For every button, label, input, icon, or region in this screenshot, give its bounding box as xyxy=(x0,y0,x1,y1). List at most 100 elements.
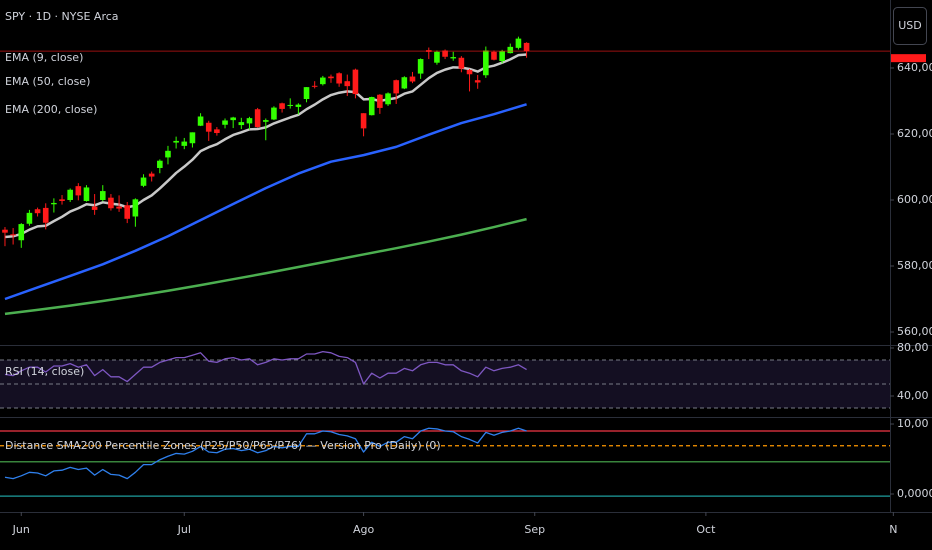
pane-title: SPY · 1D · NYSE Arca xyxy=(5,10,119,23)
candle-body xyxy=(450,57,457,59)
candle-body xyxy=(344,81,351,87)
candle-body xyxy=(59,199,65,201)
candle-body xyxy=(328,76,334,79)
candle-body xyxy=(295,104,302,107)
ema-line xyxy=(4,217,527,316)
candle-body xyxy=(368,97,375,116)
x-tick-label: Oct xyxy=(696,523,716,536)
x-tick-label: Jun xyxy=(12,523,30,536)
candle-body xyxy=(75,186,82,196)
candle-body xyxy=(474,80,481,83)
candle-body xyxy=(434,51,440,63)
rsi-pane xyxy=(0,350,890,409)
candle-body xyxy=(140,177,147,186)
candle-body xyxy=(320,77,326,85)
indicator-line xyxy=(4,350,527,385)
candle-body xyxy=(10,234,16,236)
candle-body xyxy=(311,85,318,87)
candle-body xyxy=(458,57,465,69)
candle-body xyxy=(262,120,269,122)
candle-body xyxy=(279,103,285,109)
candle-body xyxy=(108,197,114,209)
candle-body xyxy=(499,51,505,62)
candle-body xyxy=(148,173,155,177)
distance-pane xyxy=(0,427,890,497)
legend-entry: EMA (200, close) xyxy=(5,103,97,116)
candle-body xyxy=(116,206,122,209)
candle-body xyxy=(26,212,33,224)
candle-body xyxy=(91,206,98,210)
candle-body xyxy=(523,42,530,52)
candle-body xyxy=(173,140,179,143)
candle-body xyxy=(157,160,163,168)
currency-button[interactable]: USD xyxy=(893,7,927,45)
candle-body xyxy=(254,109,261,128)
y-tick-label: 10,00 xyxy=(897,417,929,430)
candle-body xyxy=(67,189,73,200)
y-tick-label: 40,00 xyxy=(897,389,929,402)
candle-body xyxy=(442,50,448,57)
labels: 640,00 620,00 600,00 580,00 560,00 SPY · 1D ·… xyxy=(5,10,932,536)
candle-body xyxy=(132,199,139,217)
candle-body xyxy=(409,76,416,82)
candle-body xyxy=(238,122,245,126)
candle-body xyxy=(360,113,367,129)
candle-body xyxy=(385,93,391,105)
candle-body xyxy=(124,205,131,219)
main-pane xyxy=(0,36,890,316)
candle-body xyxy=(377,94,383,108)
currency-label[interactable]: USD xyxy=(898,19,922,32)
candle-body xyxy=(205,122,212,132)
candle-body xyxy=(165,150,171,158)
candle-body xyxy=(99,191,106,200)
x-tick-label: Jul xyxy=(177,523,191,536)
y-tick-label: 0,0000 xyxy=(897,487,932,500)
candle-body xyxy=(230,117,236,121)
candle-body xyxy=(222,120,228,125)
candle-body xyxy=(287,104,294,106)
candle-body xyxy=(466,69,473,75)
candle-body xyxy=(271,107,277,120)
legend-entry: EMA (9, close) xyxy=(5,51,83,64)
pane-title: RSI (14, close) xyxy=(5,365,84,378)
candle-body xyxy=(42,207,49,223)
y-tick-label: 620,00 xyxy=(897,127,932,140)
candle-body xyxy=(336,73,342,84)
candle-body xyxy=(303,87,310,100)
candle-body xyxy=(483,50,489,76)
y-tick-label: 600,00 xyxy=(897,193,932,206)
y-tick-label: 560,00 xyxy=(897,325,932,338)
x-tick-label: Ago xyxy=(353,523,375,536)
candle-body xyxy=(515,38,522,48)
currency-button-frame[interactable] xyxy=(893,7,927,45)
last-price-tag xyxy=(891,54,926,63)
candle-body xyxy=(83,187,90,201)
candle-body xyxy=(34,209,41,214)
pane-title: Distance SMA200 Percentile Zones (P25/P5… xyxy=(5,439,441,452)
candle-body xyxy=(214,129,220,133)
candle-body xyxy=(18,224,25,241)
indicator-line xyxy=(4,427,527,480)
candle-body xyxy=(507,46,514,54)
candle-body xyxy=(393,80,399,94)
y-tick-label: 80,00 xyxy=(897,341,929,354)
candle-body xyxy=(352,69,359,95)
y-tick-label: 640,00 xyxy=(897,61,932,74)
y-tick-label: 580,00 xyxy=(897,259,932,272)
candle-body xyxy=(197,116,204,126)
candle-body xyxy=(181,141,188,146)
candle-body xyxy=(491,51,497,60)
candle-body xyxy=(401,77,408,89)
candle-body xyxy=(189,132,196,144)
candle-body xyxy=(246,118,253,124)
ema-line xyxy=(4,103,527,301)
candle-body xyxy=(417,59,424,74)
candle-body xyxy=(51,202,57,205)
legend-entry: EMA (50, close) xyxy=(5,75,90,88)
x-tick-label: N xyxy=(889,523,897,536)
x-tick-label: Sep xyxy=(524,523,545,536)
candle-body xyxy=(2,229,8,233)
